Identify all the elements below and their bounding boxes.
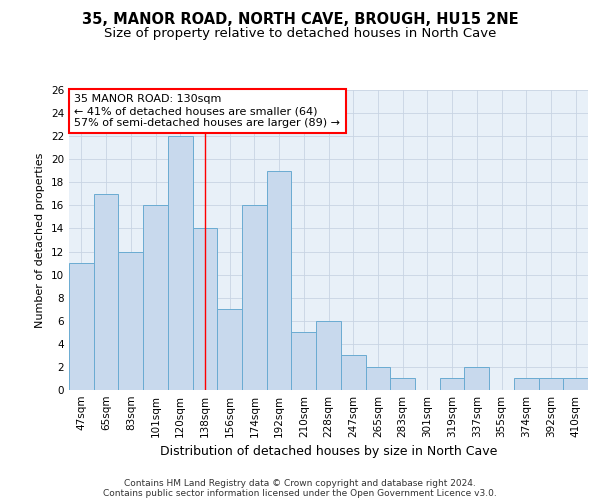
Bar xyxy=(563,378,588,390)
Bar xyxy=(168,136,193,390)
Bar xyxy=(464,367,489,390)
Bar xyxy=(316,321,341,390)
Bar xyxy=(341,356,365,390)
Bar xyxy=(440,378,464,390)
X-axis label: Distribution of detached houses by size in North Cave: Distribution of detached houses by size … xyxy=(160,446,497,458)
Bar xyxy=(143,206,168,390)
Bar xyxy=(514,378,539,390)
Bar xyxy=(539,378,563,390)
Text: Contains public sector information licensed under the Open Government Licence v3: Contains public sector information licen… xyxy=(103,488,497,498)
Text: 35, MANOR ROAD, NORTH CAVE, BROUGH, HU15 2NE: 35, MANOR ROAD, NORTH CAVE, BROUGH, HU15… xyxy=(82,12,518,28)
Bar xyxy=(390,378,415,390)
Bar xyxy=(118,252,143,390)
Y-axis label: Number of detached properties: Number of detached properties xyxy=(35,152,46,328)
Bar xyxy=(292,332,316,390)
Bar xyxy=(193,228,217,390)
Bar xyxy=(267,171,292,390)
Bar xyxy=(94,194,118,390)
Bar xyxy=(365,367,390,390)
Text: Size of property relative to detached houses in North Cave: Size of property relative to detached ho… xyxy=(104,28,496,40)
Text: 35 MANOR ROAD: 130sqm
← 41% of detached houses are smaller (64)
57% of semi-deta: 35 MANOR ROAD: 130sqm ← 41% of detached … xyxy=(74,94,340,128)
Bar xyxy=(69,263,94,390)
Bar xyxy=(242,206,267,390)
Bar xyxy=(217,309,242,390)
Text: Contains HM Land Registry data © Crown copyright and database right 2024.: Contains HM Land Registry data © Crown c… xyxy=(124,478,476,488)
